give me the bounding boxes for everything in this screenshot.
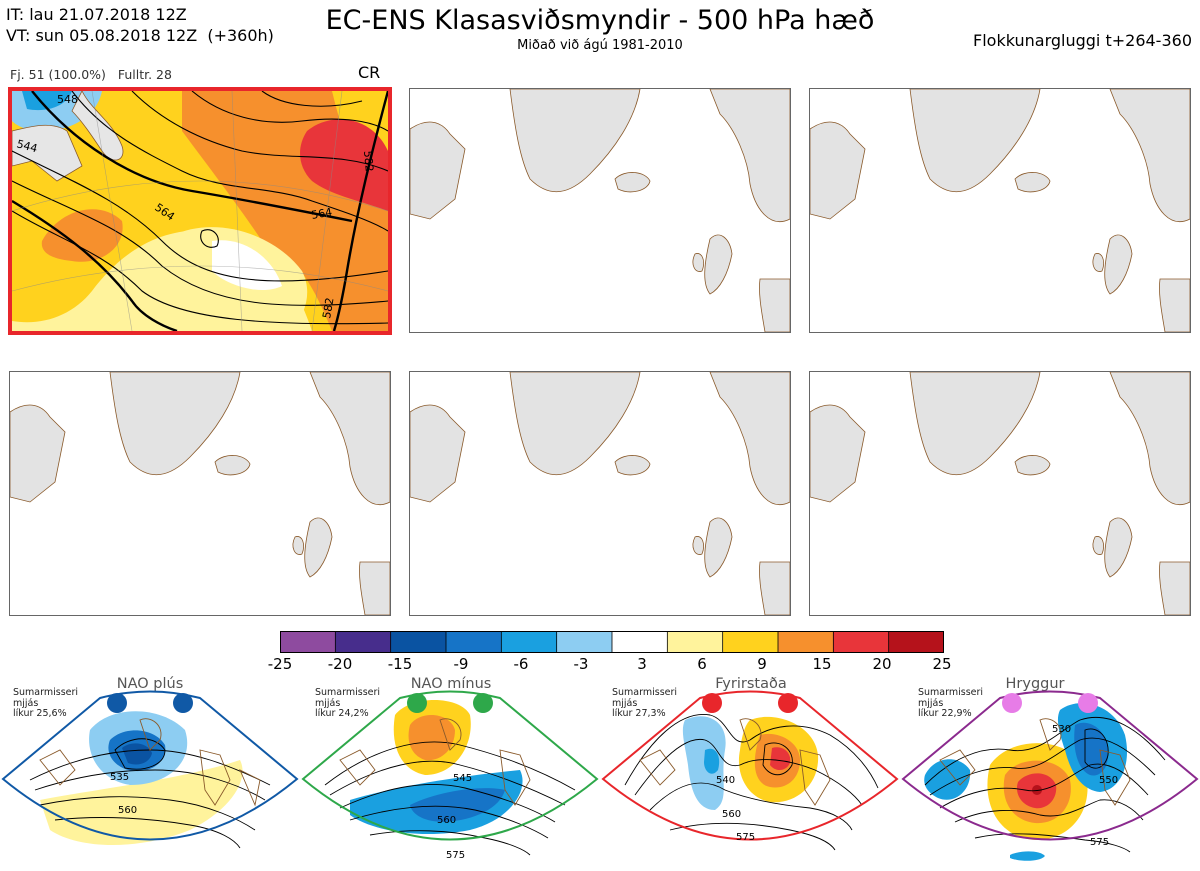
panel-meta: Fj. 51 (100.0%) Fulltr. 28: [10, 67, 172, 82]
regime-title-blocking: Fyrirstaða: [715, 676, 787, 692]
regime-title-ridge: Hryggur: [1005, 676, 1065, 692]
contour-label: 544: [15, 137, 39, 155]
colorbar-tick: 6: [697, 655, 707, 673]
colorbar-swatch: [832, 631, 890, 653]
regime-map-nao-plus[interactable]: 535 560: [0, 690, 300, 871]
regime-probability: líkur 22,9%: [918, 708, 972, 719]
regime-contour-label: 530: [1052, 724, 1071, 735]
regime-season: Sumarmisseri: [315, 687, 381, 698]
cluster-map-6[interactable]: [809, 371, 1191, 616]
colorbar-tick: 3: [637, 655, 647, 673]
regime-marker: [107, 693, 127, 713]
init-time: IT: lau 21.07.2018 12Z: [6, 5, 187, 24]
regime-probability: líkur 24,2%: [315, 708, 369, 719]
colorbar-swatch: [334, 631, 392, 653]
cluster-map-3[interactable]: [809, 88, 1191, 333]
regime-map-blocking[interactable]: 540 560 575: [600, 690, 900, 871]
colorbar-tick: -20: [327, 655, 353, 673]
regime-map-ridge[interactable]: 530 550 575: [900, 690, 1200, 871]
regime-marker: [1002, 693, 1022, 713]
regime-season: Sumarmisseri: [13, 687, 79, 698]
regime-title-nao-minus: NAO mínus: [410, 676, 492, 692]
colorbar-swatch: [500, 631, 558, 653]
colorbar-tick: 25: [932, 655, 952, 673]
regime-season: Sumarmisseri: [918, 687, 984, 698]
colorbar-tick: -9: [453, 655, 469, 673]
regime-probability: líkur 25,6%: [13, 708, 67, 719]
colorbar-swatch: [445, 631, 503, 653]
regime-contour-label: 550: [1099, 775, 1118, 786]
contour-label: 564: [310, 206, 333, 222]
colorbar-swatch: [666, 631, 724, 653]
colorbar-swatch: [280, 631, 337, 653]
regime-contour-label: 575: [1090, 837, 1109, 848]
regime-months: mjjás: [315, 697, 341, 709]
contour-label: 582: [320, 297, 336, 320]
colorbar-tick: 9: [757, 655, 767, 673]
colorbar-tick: 20: [872, 655, 892, 673]
regime-contour-label: 560: [437, 815, 456, 826]
regime-months: mjjás: [13, 697, 39, 709]
colorbar-tick: -25: [267, 655, 293, 673]
colorbar-swatch: [777, 631, 835, 653]
regime-contour-label: 545: [453, 773, 472, 784]
colorbar-ticks: -25 -20 -15 -9 -6 -3 3 6 9 15 20 25: [250, 655, 970, 673]
regime-marker: [173, 693, 193, 713]
regime-info-nao-plus: Sumarmisseri mjjás líkur 25,6%: [13, 687, 79, 720]
contour-label: 548: [57, 93, 78, 106]
colorbar-tick: -6: [513, 655, 529, 673]
regime-info-blocking: Sumarmisseri mjjás líkur 27,3%: [612, 687, 678, 720]
regime-contour-label: 540: [716, 775, 735, 786]
regime-map-nao-minus[interactable]: 545 560 575: [300, 690, 600, 871]
cluster-map-2[interactable]: [409, 88, 791, 333]
page-subtitle: Miðað við ágú 1981-2010: [517, 38, 683, 53]
regime-info-ridge: Sumarmisseri mjjás líkur 22,9%: [918, 687, 984, 720]
regime-marker: [702, 693, 722, 713]
regime-months: mjjás: [612, 697, 638, 709]
regime-contour-label: 560: [722, 809, 741, 820]
colorbar-tick: -3: [573, 655, 589, 673]
cluster-map-4[interactable]: [9, 371, 391, 616]
regime-info-nao-minus: Sumarmisseri mjjás líkur 24,2%: [315, 687, 381, 720]
colorbar-swatch: [390, 631, 447, 653]
regime-title-nao-plus: NAO plús: [116, 676, 184, 692]
contour-label: 582: [361, 150, 376, 172]
regime-contour-label: 575: [446, 850, 465, 861]
panel-label: CR: [358, 63, 381, 82]
colorbar-swatch: [556, 631, 613, 653]
colorbar-swatch: [722, 631, 779, 653]
colorbar-swatch: [611, 631, 669, 653]
regime-contour-label: 535: [110, 772, 129, 783]
regime-months: mjjás: [918, 697, 944, 709]
regime-marker: [1078, 693, 1098, 713]
colorbar-tick: 15: [812, 655, 832, 673]
regime-contour-label: 575: [736, 832, 755, 843]
regime-probability: líkur 27,3%: [612, 708, 666, 719]
regime-contour-label: 560: [118, 805, 137, 816]
regime-marker: [473, 693, 493, 713]
page-title: EC-ENS Klasasviðsmyndir - 500 hPa hæð: [325, 5, 875, 36]
regime-marker: [778, 693, 798, 713]
valid-time: VT: sun 05.08.2018 12Z (+360h): [6, 26, 274, 45]
regime-marker: [407, 693, 427, 713]
classification-window: Flokkunargluggi t+264-360: [973, 31, 1192, 50]
regime-season: Sumarmisseri: [612, 687, 678, 698]
header-times: IT: lau 21.07.2018 12Z VT: sun 05.08.201…: [6, 4, 274, 46]
cluster-map-5[interactable]: [409, 371, 791, 616]
colorbar-tick: -15: [387, 655, 413, 673]
cluster-map-1[interactable]: 548 564 564 582 582 544: [8, 87, 392, 335]
colorbar-swatch: [888, 631, 944, 653]
colorbar: [280, 631, 944, 653]
